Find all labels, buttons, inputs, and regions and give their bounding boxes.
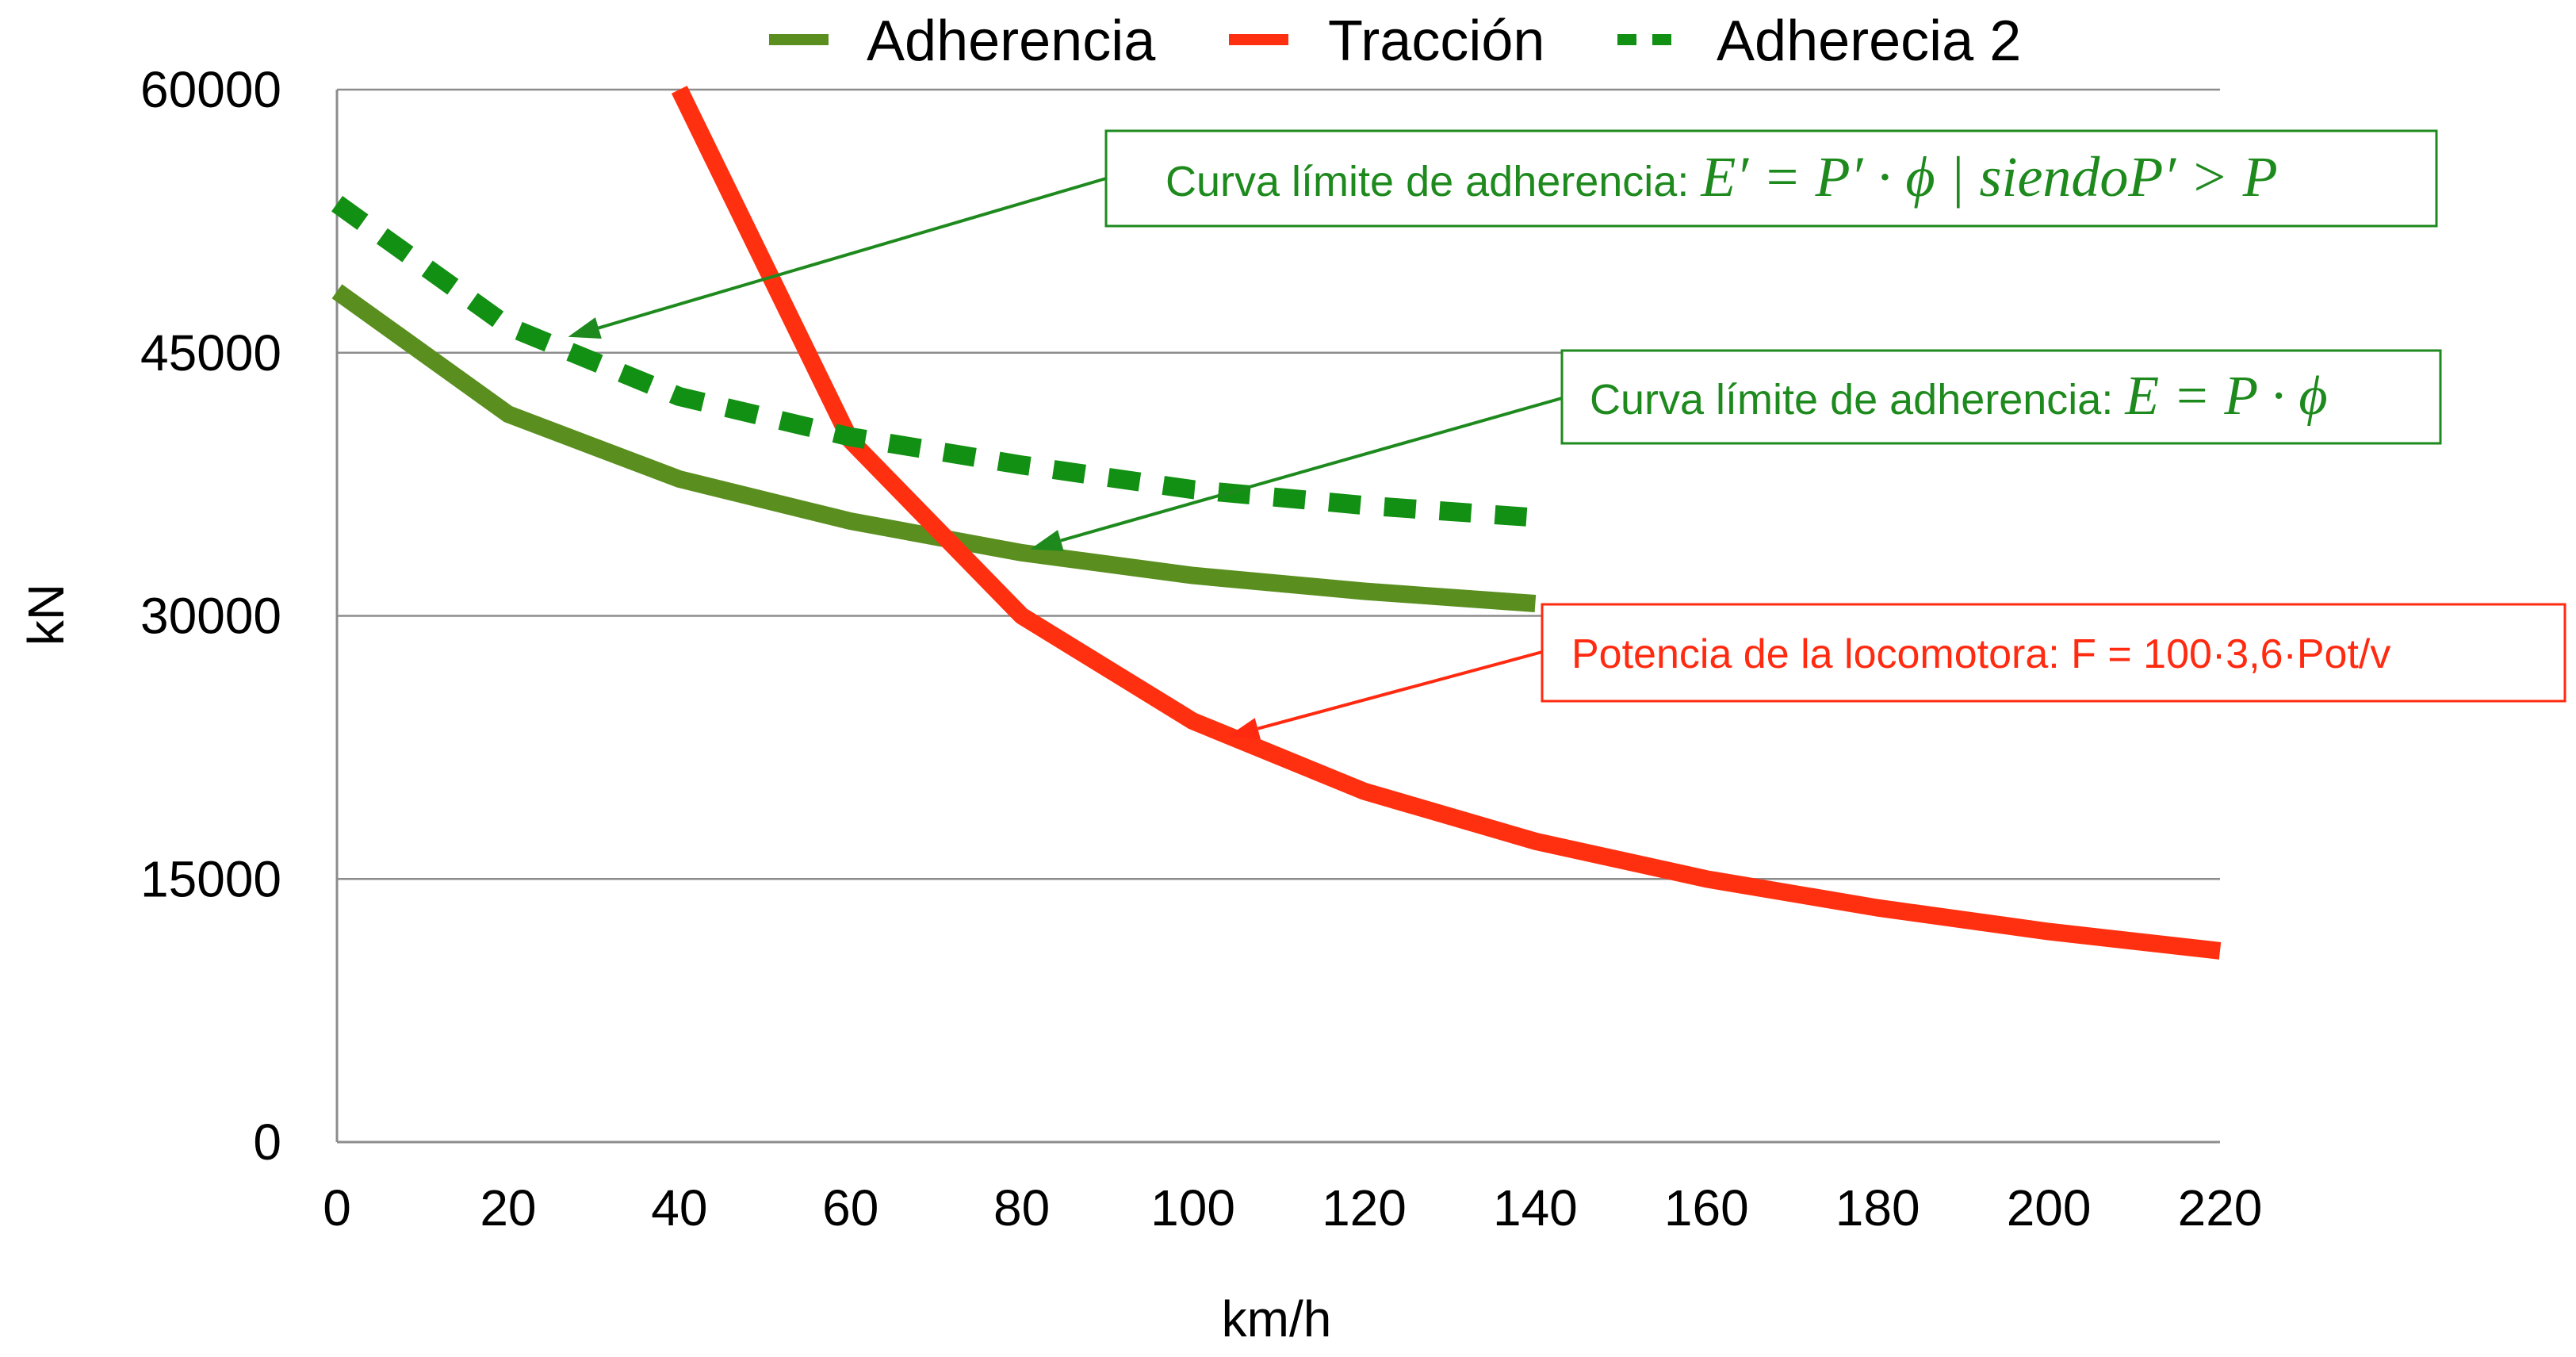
annotation-arrow-head [568, 317, 602, 339]
annotation-text: Curva límite de adherencia: [1590, 376, 2125, 424]
x-tick-label: 20 [480, 1179, 536, 1236]
x-axis-title: km/h [1222, 1290, 1332, 1347]
x-tick-label: 40 [651, 1179, 707, 1236]
annotation-arrow-head [1227, 718, 1261, 740]
y-tick-label: 30000 [140, 588, 281, 645]
annotation-label: Curva límite de adherencia: E = P · ϕ [1590, 366, 2328, 427]
annotation-layer: Curva límite de adherencia: E′ = P′ · ϕ … [568, 129, 2566, 740]
y-tick-label: 60000 [140, 61, 281, 118]
annotation-adherencia: Curva límite de adherencia: E = P · ϕ [1030, 349, 2442, 551]
annotation-box [1560, 349, 2442, 445]
legend-label: Adherecia 2 [1717, 10, 2021, 73]
annotation-arrow-line [1257, 650, 1543, 730]
annotation-arrow-line [1060, 397, 1563, 542]
series-line-adherecia-2 [331, 196, 1537, 527]
x-tick-label: 100 [1150, 1179, 1235, 1236]
x-tick-label: 80 [993, 1179, 1050, 1236]
y-tick-label: 45000 [140, 324, 281, 381]
annotation-text: Curva límite de adherencia: [1166, 158, 1701, 205]
annotation-box [1104, 129, 2438, 228]
x-tick-label: 0 [323, 1179, 351, 1236]
x-tick-label: 160 [1664, 1179, 1749, 1236]
y-tick-label: 0 [253, 1114, 281, 1171]
annotation-label: Potencia de la locomotora: F = 100·3,6·P… [1571, 631, 2390, 677]
x-tick-label: 220 [2178, 1179, 2263, 1236]
x-tick-label: 180 [1835, 1179, 1920, 1236]
x-tick-label: 140 [1493, 1179, 1578, 1236]
x-tick-label: 120 [1322, 1179, 1407, 1236]
legend-layer: Adherencia Tracción Adherecia 2 [769, 10, 2021, 73]
legend-label: Tracción [1328, 10, 1544, 73]
annotation-text: Potencia de la locomotora: F = 100·3,6·P… [1571, 631, 2390, 677]
annotation-formula: E = P · ϕ [2124, 366, 2327, 427]
annotation-arrow-line [598, 177, 1107, 330]
x-tick-label: 60 [822, 1179, 878, 1236]
x-tick-label: 200 [2007, 1179, 2092, 1236]
series-line-tracci-n [671, 86, 2222, 960]
annotation-label: Curva límite de adherencia: E′ = P′ · ϕ … [1166, 145, 2278, 209]
annotation-formula: E′ = P′ · ϕ | siendoP′ > P [1700, 145, 2277, 209]
axis-layer: 0 15000 30000 45000 60000 0 20 40 60 80 100 120 140 1… [140, 61, 2262, 1236]
series-layer [331, 86, 2222, 960]
y-axis-title: kN [17, 584, 75, 646]
annotation-adherencia-2: Curva límite de adherencia: E′ = P′ · ϕ … [568, 129, 2438, 339]
annotation-potencia: Potencia de la locomotora: F = 100·3,6·P… [1227, 603, 2566, 740]
y-tick-label: 15000 [140, 850, 281, 907]
annotation-arrow-head [1030, 530, 1064, 551]
label-layer: km/h kN [17, 584, 1331, 1347]
legend-label: Adherencia [867, 10, 1156, 73]
